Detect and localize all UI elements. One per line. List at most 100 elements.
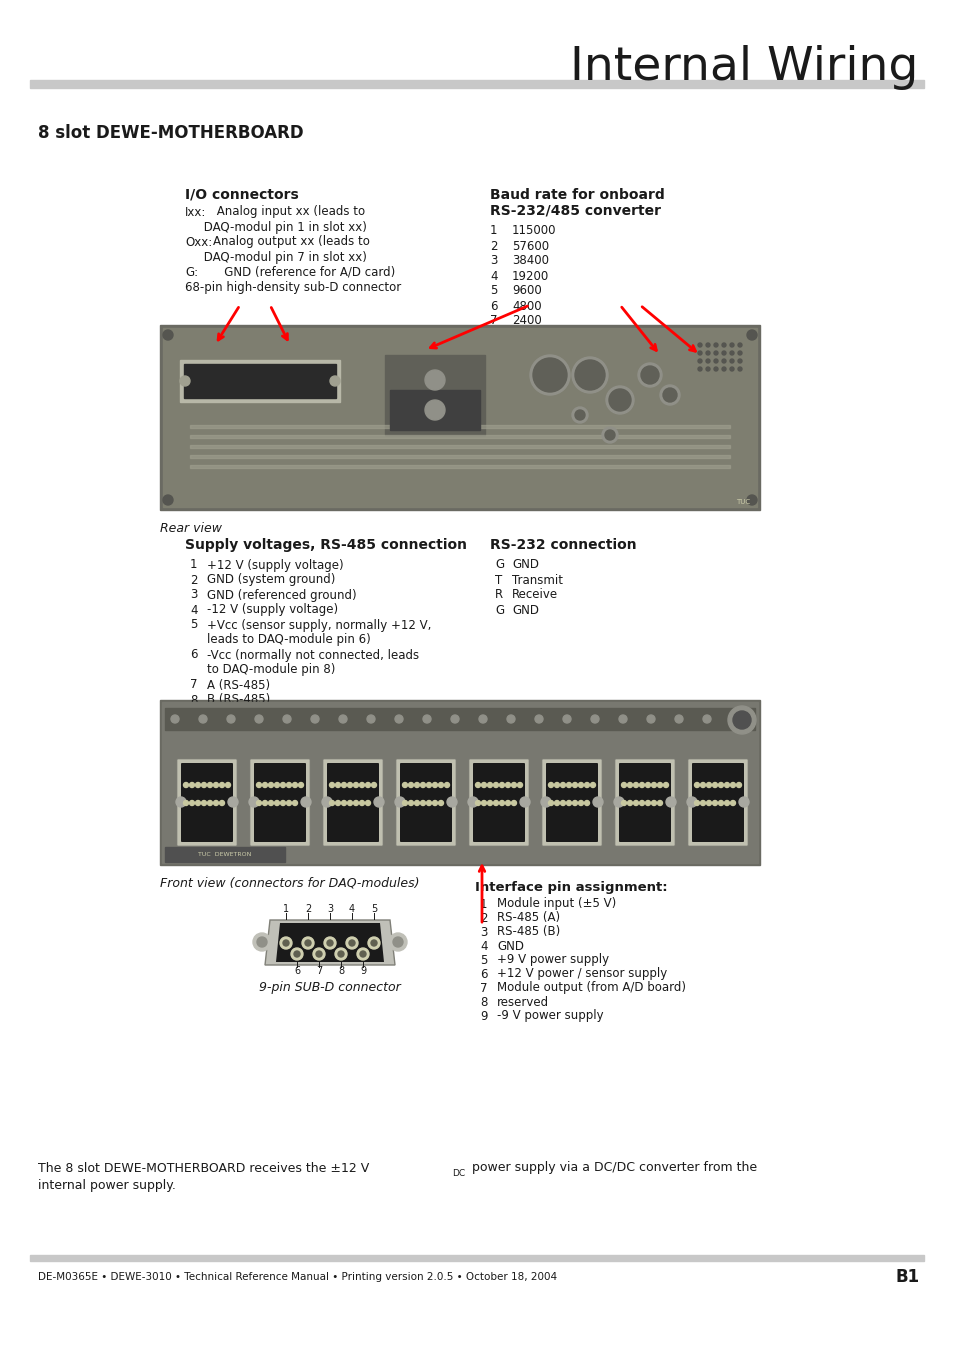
Circle shape bbox=[327, 940, 333, 946]
FancyBboxPatch shape bbox=[469, 759, 529, 846]
Circle shape bbox=[367, 716, 375, 724]
Circle shape bbox=[349, 940, 355, 946]
Text: 8 slot DEWE-MOTHERBOARD: 8 slot DEWE-MOTHERBOARD bbox=[38, 124, 303, 142]
Text: Analog output xx (leads to: Analog output xx (leads to bbox=[213, 235, 370, 248]
Circle shape bbox=[451, 716, 458, 724]
Circle shape bbox=[721, 367, 725, 371]
Circle shape bbox=[729, 351, 733, 355]
Circle shape bbox=[213, 783, 218, 787]
Circle shape bbox=[575, 360, 604, 390]
Circle shape bbox=[402, 801, 407, 806]
Circle shape bbox=[424, 370, 444, 390]
Circle shape bbox=[590, 716, 598, 724]
Circle shape bbox=[481, 801, 486, 806]
Circle shape bbox=[605, 386, 634, 414]
Circle shape bbox=[268, 783, 274, 787]
Circle shape bbox=[639, 783, 644, 787]
Circle shape bbox=[359, 783, 364, 787]
Circle shape bbox=[228, 796, 237, 807]
Text: 7: 7 bbox=[190, 679, 197, 691]
Circle shape bbox=[517, 783, 522, 787]
Circle shape bbox=[341, 801, 346, 806]
Bar bbox=[162, 702, 758, 863]
Circle shape bbox=[337, 950, 344, 957]
Circle shape bbox=[746, 495, 757, 505]
Circle shape bbox=[163, 495, 172, 505]
FancyBboxPatch shape bbox=[618, 763, 670, 842]
Circle shape bbox=[346, 937, 357, 949]
Circle shape bbox=[533, 358, 566, 391]
Circle shape bbox=[633, 783, 638, 787]
Circle shape bbox=[225, 783, 231, 787]
FancyBboxPatch shape bbox=[545, 763, 598, 842]
Circle shape bbox=[593, 796, 602, 807]
Text: +Vcc (sensor supply, normally +12 V,: +Vcc (sensor supply, normally +12 V, bbox=[207, 618, 431, 632]
Circle shape bbox=[262, 801, 267, 806]
Circle shape bbox=[723, 801, 729, 806]
Circle shape bbox=[274, 783, 279, 787]
Text: 5: 5 bbox=[490, 285, 497, 297]
Circle shape bbox=[721, 359, 725, 363]
Text: -12 V (supply voltage): -12 V (supply voltage) bbox=[207, 603, 337, 617]
Circle shape bbox=[706, 783, 711, 787]
Bar bbox=[184, 364, 335, 398]
Circle shape bbox=[554, 783, 558, 787]
Circle shape bbox=[219, 783, 224, 787]
Circle shape bbox=[347, 783, 352, 787]
Circle shape bbox=[560, 783, 565, 787]
Text: 4: 4 bbox=[190, 603, 197, 617]
Text: 1: 1 bbox=[479, 898, 487, 910]
Circle shape bbox=[506, 716, 515, 724]
Text: TUC  DEWETRON: TUC DEWETRON bbox=[198, 852, 252, 856]
Circle shape bbox=[475, 801, 480, 806]
Circle shape bbox=[560, 801, 565, 806]
Circle shape bbox=[738, 367, 741, 371]
Text: Interface pin assignment:: Interface pin assignment: bbox=[475, 882, 667, 895]
Circle shape bbox=[175, 796, 186, 807]
Text: 7: 7 bbox=[315, 967, 322, 976]
FancyBboxPatch shape bbox=[691, 763, 743, 842]
Circle shape bbox=[313, 948, 325, 960]
Circle shape bbox=[572, 356, 607, 393]
Circle shape bbox=[329, 801, 335, 806]
FancyBboxPatch shape bbox=[541, 759, 601, 846]
Circle shape bbox=[249, 796, 258, 807]
Circle shape bbox=[371, 783, 376, 787]
Circle shape bbox=[723, 783, 729, 787]
Circle shape bbox=[566, 783, 571, 787]
Circle shape bbox=[487, 783, 492, 787]
Circle shape bbox=[432, 783, 437, 787]
Text: 5: 5 bbox=[479, 953, 487, 967]
FancyBboxPatch shape bbox=[687, 759, 747, 846]
Circle shape bbox=[414, 801, 419, 806]
Text: 19200: 19200 bbox=[512, 270, 549, 282]
Circle shape bbox=[645, 801, 650, 806]
Circle shape bbox=[519, 796, 530, 807]
Text: Transmit: Transmit bbox=[512, 574, 562, 586]
Text: 2: 2 bbox=[490, 239, 497, 252]
Text: 7: 7 bbox=[479, 981, 487, 995]
Circle shape bbox=[633, 801, 638, 806]
Text: RS-232 connection: RS-232 connection bbox=[490, 539, 636, 552]
Circle shape bbox=[293, 801, 297, 806]
Circle shape bbox=[487, 801, 492, 806]
Circle shape bbox=[601, 427, 618, 443]
Text: internal power supply.: internal power supply. bbox=[38, 1179, 175, 1192]
Text: 115000: 115000 bbox=[512, 224, 556, 238]
Circle shape bbox=[554, 801, 558, 806]
Circle shape bbox=[371, 940, 376, 946]
Text: GND: GND bbox=[512, 559, 538, 571]
Text: to DAQ-module pin 8): to DAQ-module pin 8) bbox=[207, 663, 335, 676]
Text: 68-pin high-density sub-D connector: 68-pin high-density sub-D connector bbox=[185, 281, 401, 293]
Circle shape bbox=[213, 801, 218, 806]
Circle shape bbox=[575, 410, 584, 420]
Circle shape bbox=[283, 716, 291, 724]
Circle shape bbox=[190, 783, 194, 787]
Circle shape bbox=[698, 351, 701, 355]
Text: 57600: 57600 bbox=[512, 239, 549, 252]
Text: 8: 8 bbox=[337, 967, 344, 976]
Circle shape bbox=[368, 937, 379, 949]
Circle shape bbox=[324, 937, 335, 949]
Circle shape bbox=[645, 783, 650, 787]
Circle shape bbox=[566, 801, 571, 806]
